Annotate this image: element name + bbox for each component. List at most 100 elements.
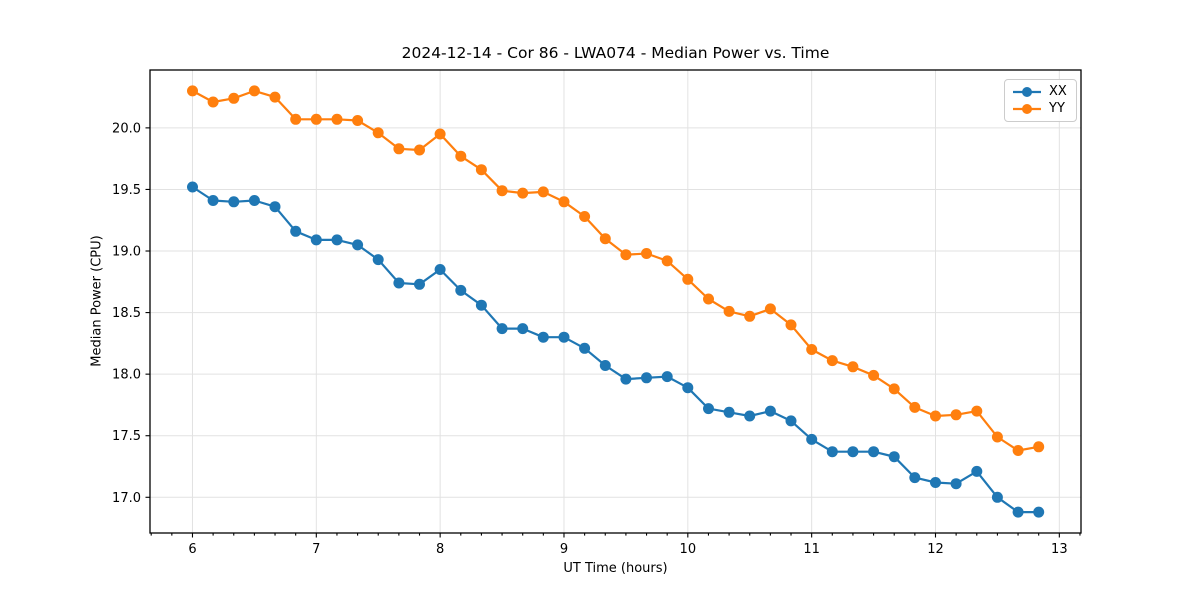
data-point-marker xyxy=(352,239,364,251)
data-point-marker xyxy=(434,264,446,275)
data-point-marker xyxy=(826,355,838,367)
data-point-marker xyxy=(661,371,673,383)
data-point-marker xyxy=(558,331,570,343)
data-point-marker xyxy=(847,361,859,373)
data-point-marker xyxy=(703,403,714,415)
data-point-marker xyxy=(207,96,219,108)
data-point-marker xyxy=(228,196,240,208)
data-point-marker xyxy=(248,195,260,206)
ticks xyxy=(145,127,1081,538)
data-point-marker xyxy=(971,465,983,477)
data-point-marker xyxy=(723,305,735,317)
data-point-marker xyxy=(703,293,714,305)
grid xyxy=(150,70,1081,533)
svg-text:19.0: 19.0 xyxy=(112,245,141,260)
data-point-marker xyxy=(599,233,611,245)
data-point-marker xyxy=(496,185,508,197)
data-point-marker xyxy=(599,360,611,371)
data-point-marker xyxy=(455,284,467,296)
data-point-marker xyxy=(909,401,921,413)
data-point-marker xyxy=(579,342,591,354)
data-point-marker xyxy=(806,344,818,355)
data-point-marker xyxy=(744,310,756,322)
x-axis-label: UT Time (hours) xyxy=(563,561,668,576)
data-point-marker xyxy=(434,128,446,140)
data-point-marker xyxy=(620,373,632,385)
y-tick-labels: 17.0 17.5 18.0 18.5 19.0 19.5 20.0 xyxy=(112,121,141,505)
data-point-marker xyxy=(393,143,405,155)
data-point-marker xyxy=(785,415,797,427)
y-axis-label: Median Power (CPU) xyxy=(89,235,105,367)
legend-line-marker-icon xyxy=(1013,104,1041,114)
data-point-marker xyxy=(228,92,240,104)
data-point-marker xyxy=(455,150,467,162)
svg-text:18.0: 18.0 xyxy=(112,368,141,383)
series-yy xyxy=(187,85,1045,456)
legend-label: YY xyxy=(1049,101,1065,116)
svg-text:6: 6 xyxy=(188,542,196,557)
data-point-marker xyxy=(187,181,198,193)
data-point-marker xyxy=(1012,506,1024,518)
data-point-marker xyxy=(517,323,529,335)
legend-item-xx: XX xyxy=(1012,85,1067,99)
svg-text:13: 13 xyxy=(1051,542,1068,557)
data-point-marker xyxy=(331,113,343,125)
data-point-marker xyxy=(290,225,302,237)
svg-text:11: 11 xyxy=(803,542,820,557)
data-point-marker xyxy=(269,91,281,103)
data-point-marker xyxy=(331,234,343,246)
data-point-marker xyxy=(909,472,921,484)
data-point-marker xyxy=(744,410,756,422)
svg-text:20.0: 20.0 xyxy=(112,121,141,136)
svg-text:10: 10 xyxy=(680,542,697,557)
svg-text:17.5: 17.5 xyxy=(112,429,141,444)
data-point-marker xyxy=(414,278,425,290)
data-point-marker xyxy=(537,331,549,343)
data-point-marker xyxy=(207,195,219,206)
svg-text:12: 12 xyxy=(927,542,944,557)
data-point-marker xyxy=(930,410,941,422)
data-point-marker xyxy=(414,144,425,156)
data-point-marker xyxy=(269,201,281,213)
data-point-marker xyxy=(310,113,322,125)
data-point-marker xyxy=(517,187,529,199)
svg-text:7: 7 xyxy=(312,542,320,557)
data-point-marker xyxy=(1033,506,1045,518)
x-tick-labels: 6 7 8 9 10 11 12 13 xyxy=(188,542,1067,557)
legend-label: XX xyxy=(1049,84,1067,99)
data-point-marker xyxy=(248,85,260,97)
data-point-marker xyxy=(785,319,797,331)
data-point-marker xyxy=(806,433,818,445)
chart-title: 2024-12-14 - Cor 86 - LWA074 - Median Po… xyxy=(401,44,830,62)
data-point-marker xyxy=(1033,441,1045,453)
data-point-marker xyxy=(393,277,405,289)
data-point-marker xyxy=(475,299,487,311)
data-point-marker xyxy=(991,491,1003,503)
data-point-marker xyxy=(475,164,487,176)
plot-border xyxy=(149,69,1082,534)
data-point-marker xyxy=(187,85,198,97)
legend: XX YY xyxy=(1004,79,1077,122)
data-point-marker xyxy=(971,405,983,417)
data-point-marker xyxy=(310,234,322,246)
svg-text:19.5: 19.5 xyxy=(112,183,141,198)
data-point-marker xyxy=(290,113,302,125)
data-point-marker xyxy=(888,383,900,395)
data-point-marker xyxy=(826,446,838,458)
data-point-marker xyxy=(950,409,962,421)
data-point-marker xyxy=(868,446,880,458)
series-xx xyxy=(187,181,1045,518)
data-point-marker xyxy=(372,127,384,139)
data-point-marker xyxy=(682,273,694,285)
data-point-marker xyxy=(558,196,570,208)
svg-text:17.0: 17.0 xyxy=(112,491,141,506)
data-point-marker xyxy=(620,249,632,261)
data-point-marker xyxy=(991,431,1003,443)
data-point-marker xyxy=(661,255,673,267)
svg-text:9: 9 xyxy=(560,542,568,557)
svg-text:18.5: 18.5 xyxy=(112,306,141,321)
data-point-marker xyxy=(950,478,962,490)
data-point-marker xyxy=(682,382,694,394)
